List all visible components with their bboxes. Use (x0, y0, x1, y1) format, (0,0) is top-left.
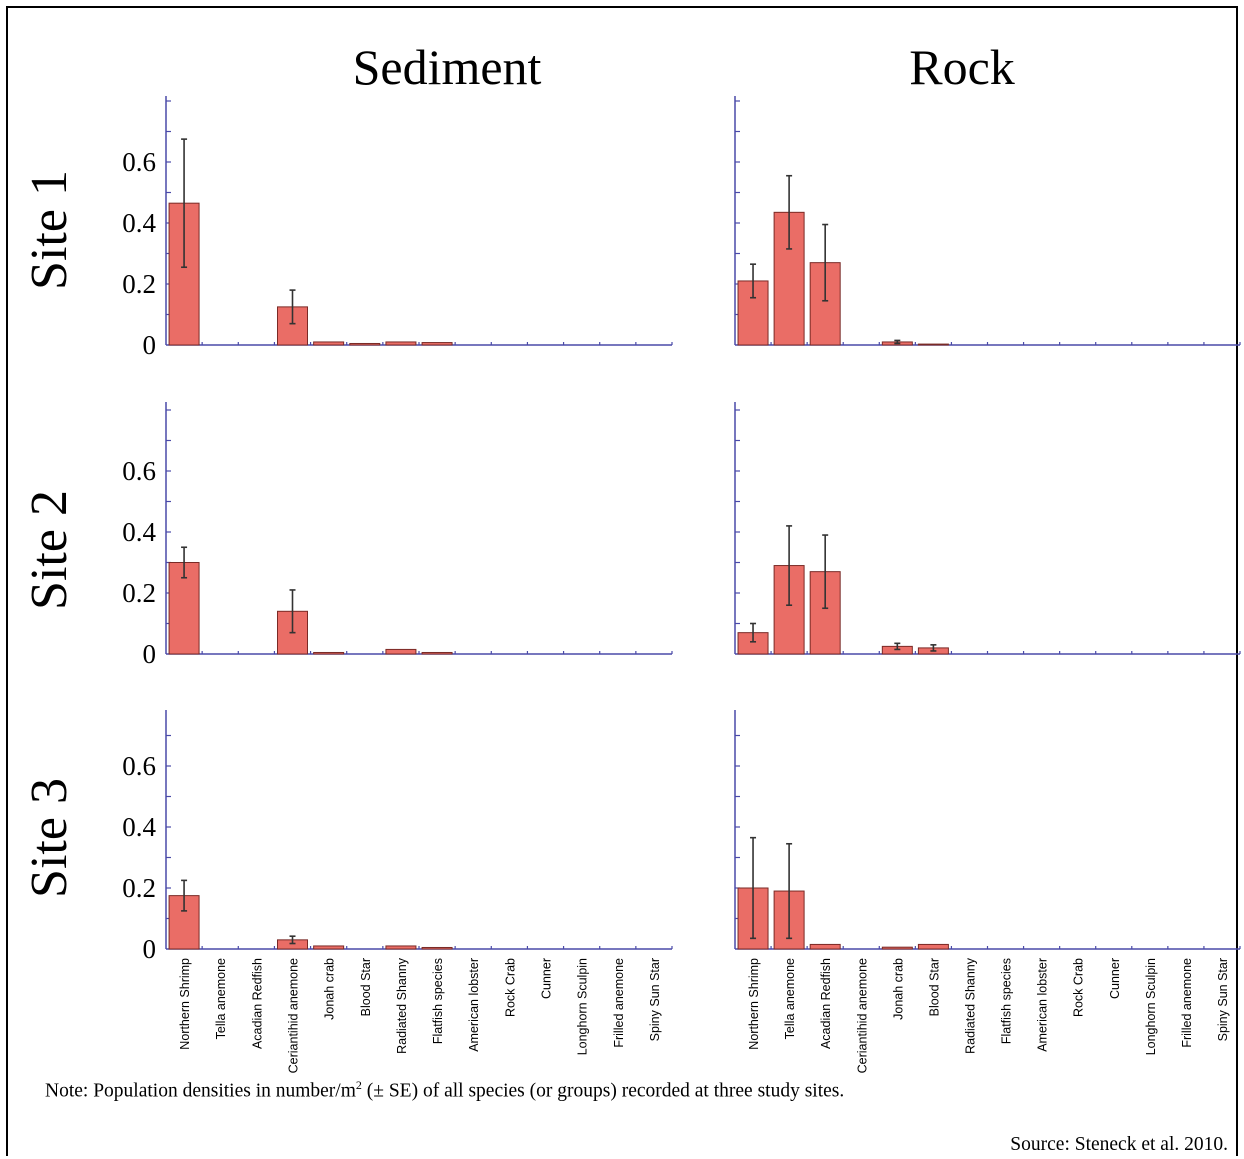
figure-note: Note: Population densities in number/m2 … (45, 1078, 844, 1103)
category-label: American lobster (467, 958, 481, 1052)
y-tick-label: 0.6 (122, 456, 156, 486)
category-label: Tella anemone (783, 958, 797, 1039)
panel-sediment-site-2: 0 0.2 0.4 0.6 (122, 402, 673, 669)
category-label: Ceriantihid anemone (855, 958, 869, 1073)
category-label: Tella anemone (214, 958, 228, 1039)
category-label: Rock Crab (1072, 958, 1086, 1017)
category-label: Blood Star (927, 958, 941, 1016)
bar (421, 651, 453, 655)
category-label: Frilled anemone (1180, 958, 1194, 1048)
y-tick-label: 0 (143, 330, 157, 360)
bar (313, 945, 345, 950)
bar (313, 341, 345, 346)
category-label: Cunner (1108, 958, 1122, 999)
y-tick-label: 0.2 (122, 873, 156, 903)
category-label: Rock Crab (503, 958, 517, 1017)
y-tick-label: 0.6 (122, 751, 156, 781)
category-label: Jonah crab (891, 958, 905, 1020)
category-label: Cunner (540, 958, 554, 999)
y-tick-label: 0.2 (122, 269, 156, 299)
category-label: Radiated Shanny (963, 957, 977, 1054)
panel-rock-site-2 (734, 402, 1241, 655)
category-label: Northern Shrimp (178, 958, 192, 1050)
category-label: Acadian Redfish (250, 958, 264, 1049)
column-title-rock: Rock (909, 39, 1015, 95)
bar (349, 342, 381, 346)
y-tick-label: 0.4 (122, 208, 156, 238)
category-label: Radiated Shanny (395, 957, 409, 1054)
row-title-site-3: Site 3 (21, 778, 78, 898)
bar (917, 343, 949, 346)
y-tick-label: 0.2 (122, 578, 156, 608)
y-tick-label: 0 (143, 639, 157, 669)
bar (917, 943, 949, 950)
figure-frame (6, 6, 1238, 1156)
note-suffix: (± SE) of all species (or groups) record… (361, 1080, 845, 1102)
bar (421, 342, 453, 346)
bar (313, 651, 345, 655)
category-label: Flatfish species (431, 958, 445, 1044)
column-title-sediment: Sediment (353, 39, 542, 95)
bar (385, 945, 417, 950)
row-title-site-2: Site 2 (21, 490, 78, 610)
note-prefix: Note: Population densities in number/m (45, 1080, 356, 1102)
category-label: Acadian Redfish (819, 958, 833, 1049)
row-title-site-1: Site 1 (21, 170, 78, 290)
bar (809, 943, 841, 950)
category-label: Longhorn Sculpin (576, 958, 590, 1055)
category-label: Spiny Sun Star (648, 958, 662, 1041)
bar (385, 648, 417, 655)
bar (421, 946, 453, 950)
panel-rock-site-3 (734, 710, 1241, 950)
category-label: Jonah crab (323, 958, 337, 1020)
category-label: Flatfish species (1000, 958, 1014, 1044)
y-tick-label: 0.6 (122, 147, 156, 177)
panel-sediment-site-3: 0 0.2 0.4 0.6 (122, 710, 673, 964)
panel-rock-site-1 (734, 96, 1241, 346)
figure-source: Source: Steneck et al. 2010. (1010, 1134, 1228, 1155)
category-label: Spiny Sun Star (1216, 958, 1230, 1041)
category-label: Blood Star (359, 958, 373, 1016)
bar (385, 341, 417, 346)
y-tick-label: 0.4 (122, 517, 156, 547)
bar (881, 946, 913, 950)
y-tick-label: 0.4 (122, 812, 156, 842)
panel-sediment-site-1: 0 0.2 0.4 0.6 (122, 96, 673, 360)
note-superscript: 2 (355, 1078, 362, 1092)
category-label: Northern Shrimp (747, 958, 761, 1050)
category-label: Longhorn Sculpin (1144, 958, 1158, 1055)
category-label: Frilled anemone (612, 958, 626, 1048)
category-label: American lobster (1036, 958, 1050, 1052)
y-tick-label: 0 (143, 934, 157, 964)
category-label: Ceriantihid anemone (287, 958, 301, 1073)
